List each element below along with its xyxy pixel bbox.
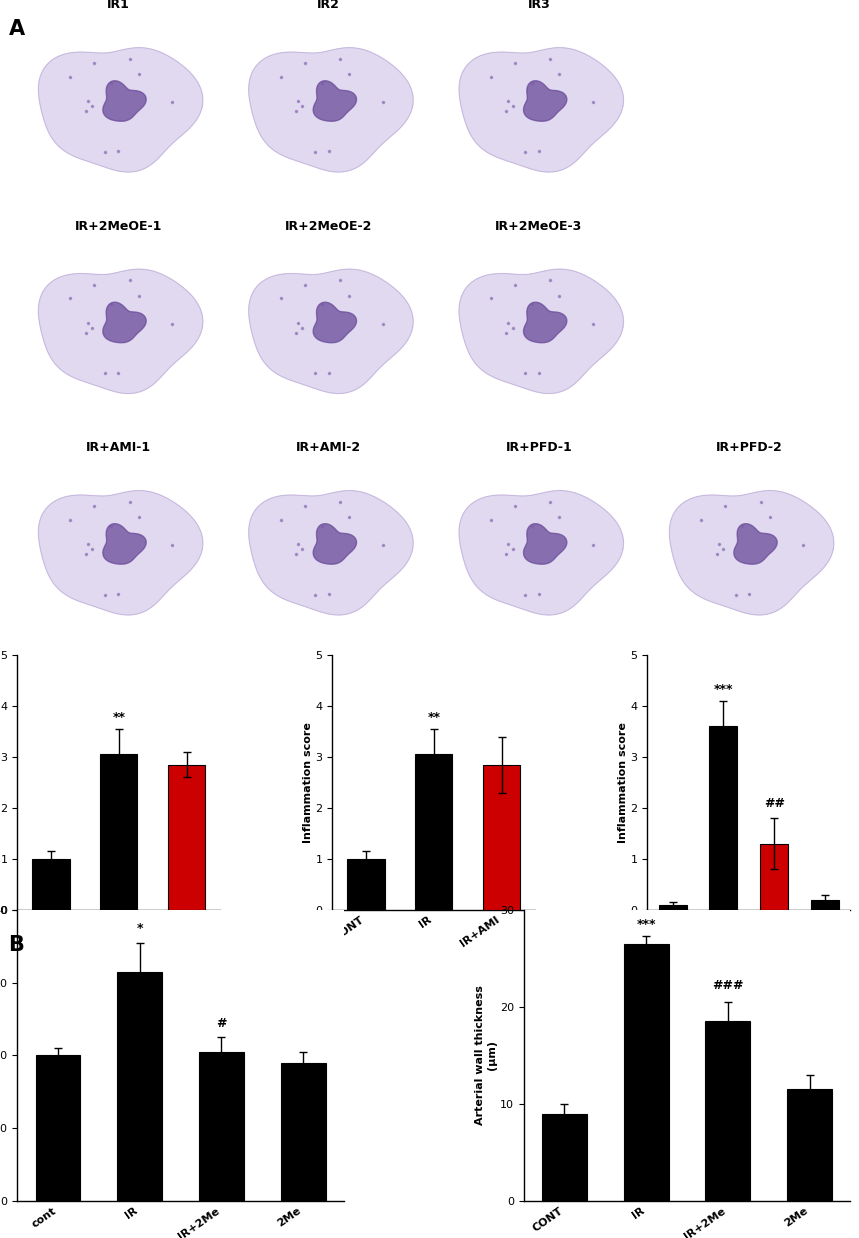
Title: IR+AMI-1: IR+AMI-1 (86, 441, 151, 454)
Bar (35, 1055, 81, 1201)
Bar (787, 1089, 832, 1201)
Bar (710, 727, 737, 910)
Polygon shape (249, 490, 413, 615)
Title: IR1: IR1 (107, 0, 130, 11)
Polygon shape (523, 302, 567, 343)
Y-axis label: Arterial wall thickness
(μm): Arterial wall thickness (μm) (475, 985, 497, 1125)
Polygon shape (314, 302, 356, 343)
Text: ***: *** (637, 919, 656, 931)
Text: *: * (137, 922, 143, 935)
Text: ###: ### (712, 979, 744, 993)
Text: ##: ## (764, 797, 785, 811)
Title: IR+2MeOE-3: IR+2MeOE-3 (496, 219, 582, 233)
Bar (33, 859, 70, 910)
Polygon shape (249, 269, 413, 394)
Polygon shape (103, 524, 146, 565)
Polygon shape (459, 269, 624, 394)
Title: IR+2MeOE-2: IR+2MeOE-2 (285, 219, 372, 233)
Bar (281, 1062, 326, 1201)
Bar (624, 943, 668, 1201)
Text: ***: *** (714, 683, 733, 696)
Polygon shape (39, 269, 203, 394)
Title: IR3: IR3 (527, 0, 551, 11)
Polygon shape (39, 490, 203, 615)
Bar (705, 1021, 751, 1201)
Polygon shape (459, 490, 624, 615)
Bar (542, 1113, 587, 1201)
Polygon shape (523, 80, 567, 121)
Bar (117, 972, 162, 1201)
Text: **: ** (427, 711, 441, 724)
Title: IR+PFD-1: IR+PFD-1 (506, 441, 572, 454)
Bar (101, 754, 137, 910)
Text: B: B (9, 935, 24, 954)
Bar (415, 754, 453, 910)
Title: IR+PFD-2: IR+PFD-2 (716, 441, 783, 454)
Bar (760, 843, 789, 910)
Polygon shape (103, 80, 146, 121)
Polygon shape (39, 48, 203, 172)
Polygon shape (314, 524, 356, 565)
Polygon shape (523, 524, 567, 565)
Bar (659, 905, 686, 910)
Polygon shape (734, 524, 777, 565)
Text: **: ** (113, 711, 125, 724)
Title: IR2: IR2 (317, 0, 340, 11)
Title: IR+2MeOE-1: IR+2MeOE-1 (75, 219, 162, 233)
Polygon shape (459, 48, 624, 172)
Bar (199, 1052, 244, 1201)
Y-axis label: Inflammation score: Inflammation score (618, 722, 628, 843)
Text: A: A (9, 19, 25, 38)
Polygon shape (249, 48, 413, 172)
Bar (168, 765, 205, 910)
Bar (347, 859, 385, 910)
Text: #: # (216, 1016, 227, 1030)
Bar (811, 900, 839, 910)
Bar (483, 765, 521, 910)
Y-axis label: Inflammation score: Inflammation score (302, 722, 313, 843)
Polygon shape (314, 80, 356, 121)
Polygon shape (103, 302, 146, 343)
Title: IR+AMI-2: IR+AMI-2 (296, 441, 361, 454)
Polygon shape (669, 490, 834, 615)
